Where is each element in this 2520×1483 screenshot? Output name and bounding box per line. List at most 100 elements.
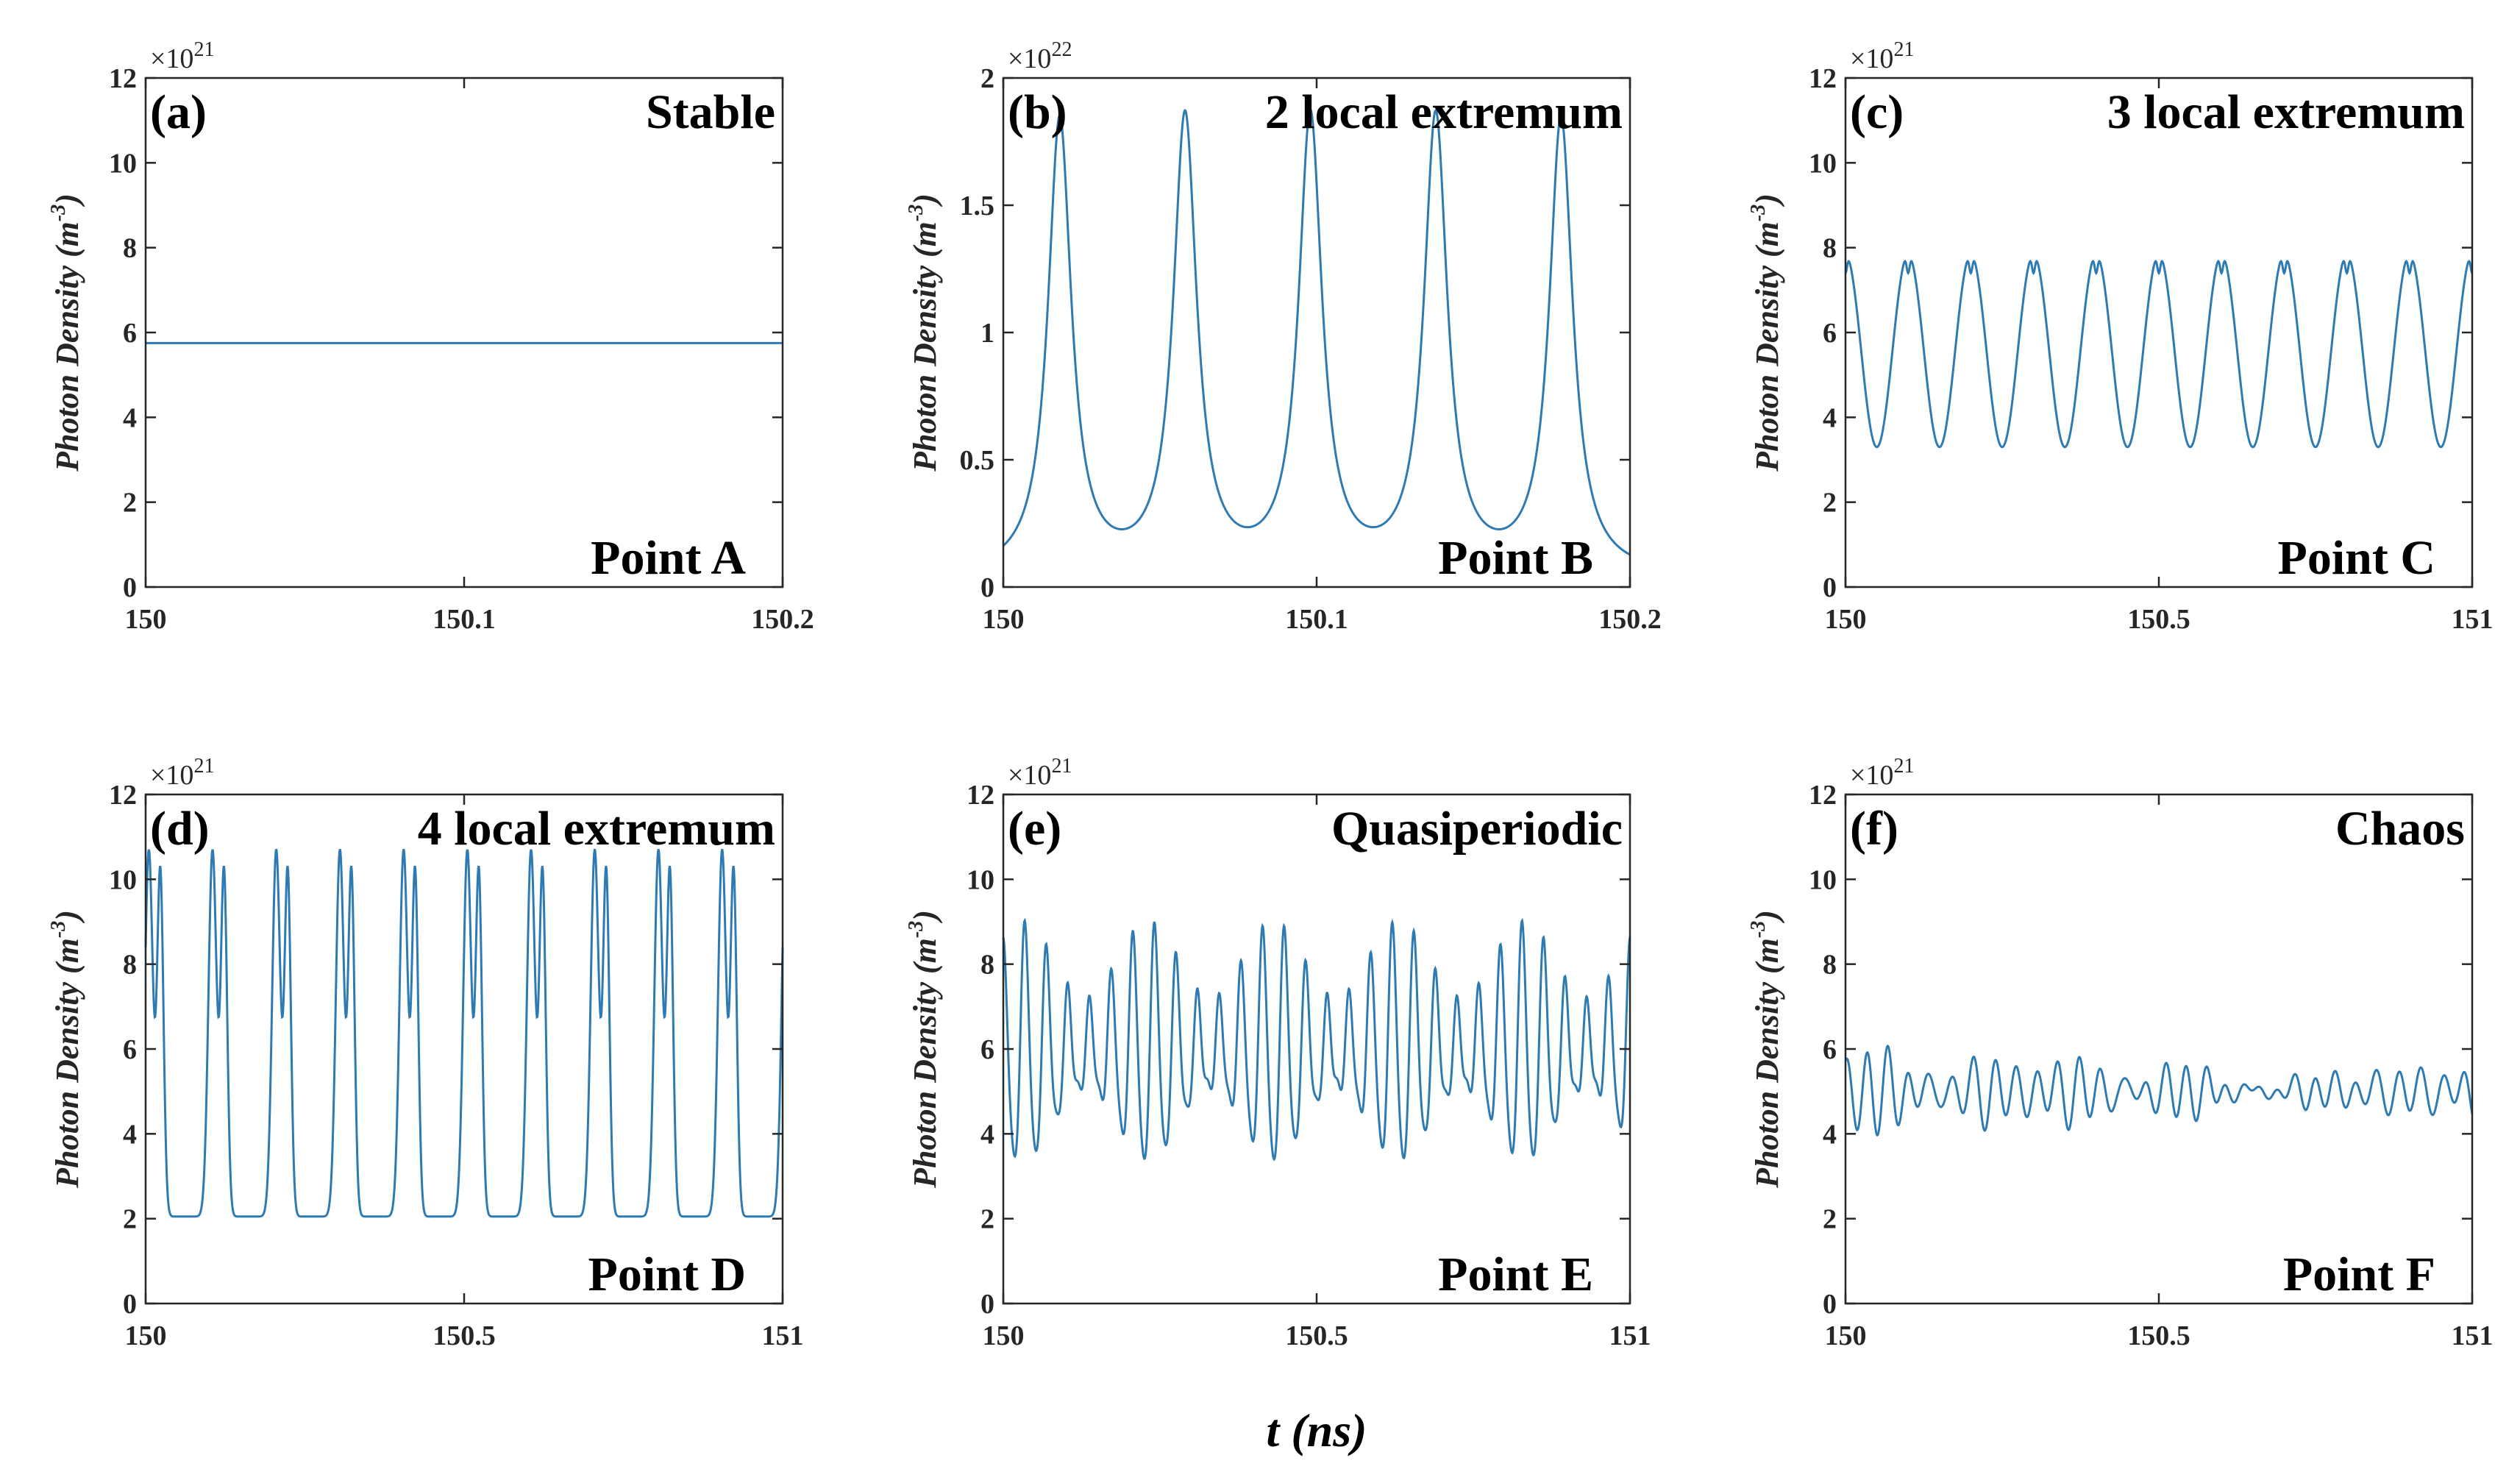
axes-frame xyxy=(1844,793,2474,1305)
panel-title: Quasiperiodic xyxy=(1331,802,1623,856)
x-tick-label: 151 xyxy=(2452,1320,2494,1351)
axes-frame xyxy=(144,77,784,588)
y-tick-label: 0 xyxy=(1823,1289,1837,1320)
y-tick-label: 6 xyxy=(1823,1034,1837,1065)
series-line xyxy=(1002,107,1631,556)
panel-title: Stable xyxy=(646,85,775,139)
axis-multiplier: ×1021 xyxy=(1008,755,1072,791)
point-annotation: Point C xyxy=(2278,531,2436,585)
y-tick-label: 10 xyxy=(1809,148,1837,179)
y-tick-label: 4 xyxy=(123,402,137,433)
x-tick-label: 151 xyxy=(2452,604,2494,635)
y-tick-label: 2 xyxy=(980,63,994,94)
y-tick-label: 0 xyxy=(1823,572,1837,603)
axis-multiplier: ×1021 xyxy=(1850,755,1914,791)
y-tick-label: 8 xyxy=(123,950,137,981)
y-tick-label: 12 xyxy=(109,780,137,811)
y-tick-label: 2 xyxy=(123,488,137,519)
panel-tag: (a) xyxy=(150,85,207,139)
y-tick-label: 0.5 xyxy=(960,445,995,476)
panel-e: 0 2 4 6 8 10 12 150 150.5 151 ×1021 Photon Density … xyxy=(905,755,1651,1351)
y-tick-label: 8 xyxy=(980,950,994,981)
panel-tag: (e) xyxy=(1008,802,1061,856)
panel-c: 0 2 4 6 8 10 12 150 150.5 151 ×1021 Photon Density … xyxy=(1747,38,2494,635)
x-tick-label: 150 xyxy=(1825,604,1867,635)
x-tick-label: 150 xyxy=(983,604,1025,635)
series-line xyxy=(1844,260,2474,449)
x-tick-label: 150.5 xyxy=(1285,1320,1348,1351)
point-annotation: Point D xyxy=(588,1248,747,1301)
x-tick-label: 150.5 xyxy=(433,1320,496,1351)
x-tick-label: 150 xyxy=(125,604,167,635)
y-tick-label: 0 xyxy=(123,572,137,603)
panel-tag: (d) xyxy=(150,802,210,856)
panel-title: 2 local extremum xyxy=(1265,85,1623,139)
axis-multiplier: ×1021 xyxy=(1850,38,1914,74)
y-tick-label: 6 xyxy=(123,1034,137,1065)
panel-a: 0 2 4 6 8 10 12 150 150.1 150.2 ×1021 Photon Densit… xyxy=(47,38,814,635)
y-tick-label: 4 xyxy=(123,1119,137,1150)
y-axis-label: Photon Density (m-3) xyxy=(905,910,943,1189)
y-tick-label: 0 xyxy=(980,1289,994,1320)
panel-tag: (f) xyxy=(1850,802,1898,856)
y-tick-label: 1.5 xyxy=(960,191,995,221)
y-axis-label: Photon Density (m-3) xyxy=(47,193,85,472)
y-axis-label: Photon Density (m-3) xyxy=(1747,193,1785,472)
y-tick-label: 12 xyxy=(1809,780,1837,811)
x-tick-label: 150.1 xyxy=(1285,604,1348,635)
axes-frame xyxy=(1002,793,1631,1305)
y-tick-label: 12 xyxy=(1809,63,1837,94)
axes-frame xyxy=(1844,77,2474,588)
y-tick-label: 12 xyxy=(109,63,137,94)
x-tick-label: 151 xyxy=(762,1320,804,1351)
y-axis-label: Photon Density (m-3) xyxy=(47,910,85,1189)
axis-multiplier: ×1022 xyxy=(1008,38,1072,74)
x-tick-label: 150.5 xyxy=(2127,1320,2190,1351)
series-line xyxy=(1844,1045,2474,1137)
x-tick-label: 150.5 xyxy=(2127,604,2190,635)
y-tick-label: 6 xyxy=(1823,318,1837,349)
y-tick-label: 8 xyxy=(1823,233,1837,264)
y-tick-label: 2 xyxy=(123,1204,137,1235)
y-tick-label: 10 xyxy=(1809,864,1837,895)
x-tick-label: 151 xyxy=(1609,1320,1651,1351)
panel-b: 0 0.5 1 1.5 2 150 150.1 150.2 ×1022 Photon Densit… xyxy=(905,38,1662,635)
x-axis-label: t (ns) xyxy=(1267,1404,1367,1457)
y-tick-label: 10 xyxy=(109,864,137,895)
panel-tag: (c) xyxy=(1850,85,1904,139)
axis-multiplier: ×1021 xyxy=(150,38,214,74)
panel-title: 4 local extremum xyxy=(418,802,775,856)
x-tick-label: 150.2 xyxy=(1598,604,1662,635)
point-annotation: Point E xyxy=(1438,1248,1593,1301)
y-tick-label: 4 xyxy=(980,1119,994,1150)
point-annotation: Point A xyxy=(591,531,746,585)
y-tick-label: 1 xyxy=(980,318,994,349)
y-tick-label: 8 xyxy=(123,233,137,264)
point-annotation: Point B xyxy=(1438,531,1593,585)
y-axis-label: Photon Density (m-3) xyxy=(905,193,943,472)
series-line xyxy=(1002,917,1631,1162)
y-tick-label: 12 xyxy=(967,780,994,811)
y-tick-label: 6 xyxy=(123,318,137,349)
y-axis-label: Photon Density (m-3) xyxy=(1747,910,1785,1189)
panel-title: 3 local extremum xyxy=(2107,85,2465,139)
axis-multiplier: ×1021 xyxy=(150,755,214,791)
series-line xyxy=(144,849,784,1218)
y-tick-label: 2 xyxy=(980,1204,994,1235)
y-tick-label: 4 xyxy=(1823,1119,1837,1150)
y-tick-label: 8 xyxy=(1823,950,1837,981)
y-tick-label: 2 xyxy=(1823,1204,1837,1235)
panel-title: Chaos xyxy=(2335,802,2465,856)
y-tick-label: 0 xyxy=(980,572,994,603)
panel-tag: (b) xyxy=(1008,85,1067,139)
x-tick-label: 150.1 xyxy=(433,604,496,635)
y-tick-label: 2 xyxy=(1823,488,1837,519)
y-tick-label: 10 xyxy=(967,864,994,895)
axes-frame xyxy=(144,793,784,1305)
panel-f: 0 2 4 6 8 10 12 150 150.5 151 ×1021 Photon Density … xyxy=(1747,755,2494,1351)
y-tick-label: 6 xyxy=(980,1034,994,1065)
y-tick-label: 0 xyxy=(123,1289,137,1320)
x-tick-label: 150.2 xyxy=(751,604,814,635)
